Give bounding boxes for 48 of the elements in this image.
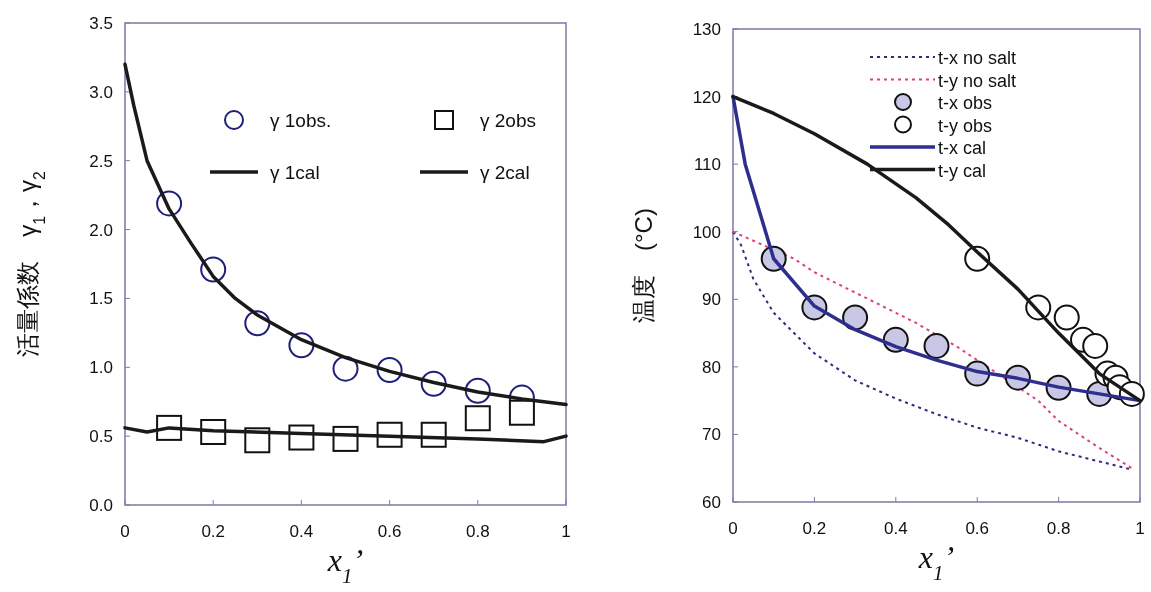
legend-label: t-y no salt bbox=[938, 70, 1017, 91]
point bbox=[508, 399, 535, 426]
x-tick-label: 0.2 bbox=[802, 519, 827, 538]
y-tick-label: 0.0 bbox=[89, 496, 113, 515]
y-tick-label: 110 bbox=[693, 155, 721, 175]
x-tick-label: 0.6 bbox=[965, 519, 990, 538]
x-axis-title: x$_{1}$’ bbox=[917, 539, 955, 584]
x-axis-title: x$_{1}$’ bbox=[326, 542, 364, 587]
y-tick-label: 90 bbox=[702, 290, 721, 310]
legend-label: γ 1obs. bbox=[270, 110, 332, 131]
point bbox=[923, 332, 950, 359]
x-tick-label: 0.2 bbox=[201, 522, 226, 541]
y-tick-label: 60 bbox=[702, 493, 721, 512]
x-tick-label: 0.6 bbox=[377, 522, 402, 541]
x-tick-label: 0.8 bbox=[1046, 519, 1071, 538]
x-tick-label: 1 bbox=[561, 522, 571, 541]
y-tick-label: 100 bbox=[692, 222, 721, 242]
x-tick-label: 1 bbox=[1135, 519, 1145, 538]
legend-label: γ 1cal bbox=[270, 162, 320, 183]
legend-label: t-x cal bbox=[938, 138, 987, 158]
x-tick-label: 0 bbox=[120, 522, 130, 541]
point bbox=[1082, 332, 1109, 359]
y-tick-label: 3.5 bbox=[89, 14, 113, 33]
y-tick-label: 2.0 bbox=[89, 220, 113, 240]
point bbox=[1053, 304, 1080, 331]
y-tick-label: 120 bbox=[692, 87, 721, 107]
x-tick-label: 0 bbox=[728, 519, 738, 538]
x-tick-label: 0.8 bbox=[465, 522, 490, 541]
y-tick-label: 0.5 bbox=[89, 427, 113, 447]
x-tick-label: 0.4 bbox=[883, 519, 908, 538]
y-tick-label: 80 bbox=[702, 357, 721, 377]
legend-label: t-y obs bbox=[938, 115, 993, 136]
y-tick-label: 1.0 bbox=[89, 358, 113, 378]
y-tick-label: 2.5 bbox=[89, 151, 113, 171]
legend-label: t-x no salt bbox=[938, 48, 1017, 68]
legend-label: t-y cal bbox=[938, 160, 987, 181]
y-tick-label: 70 bbox=[702, 425, 721, 445]
y-axis-title: 温度 (°C) bbox=[630, 208, 657, 323]
legend-label: γ 2obs bbox=[480, 110, 536, 131]
legend-label: γ 2cal bbox=[480, 162, 530, 183]
x-tick-label: 0.4 bbox=[289, 522, 314, 541]
point bbox=[842, 304, 869, 331]
legend-label: t-x obs bbox=[938, 93, 993, 113]
point bbox=[464, 405, 491, 432]
y-tick-label: 3.0 bbox=[89, 82, 113, 102]
y-tick-label: 130 bbox=[692, 20, 721, 39]
y-tick-label: 1.5 bbox=[89, 289, 113, 309]
point bbox=[332, 355, 359, 382]
